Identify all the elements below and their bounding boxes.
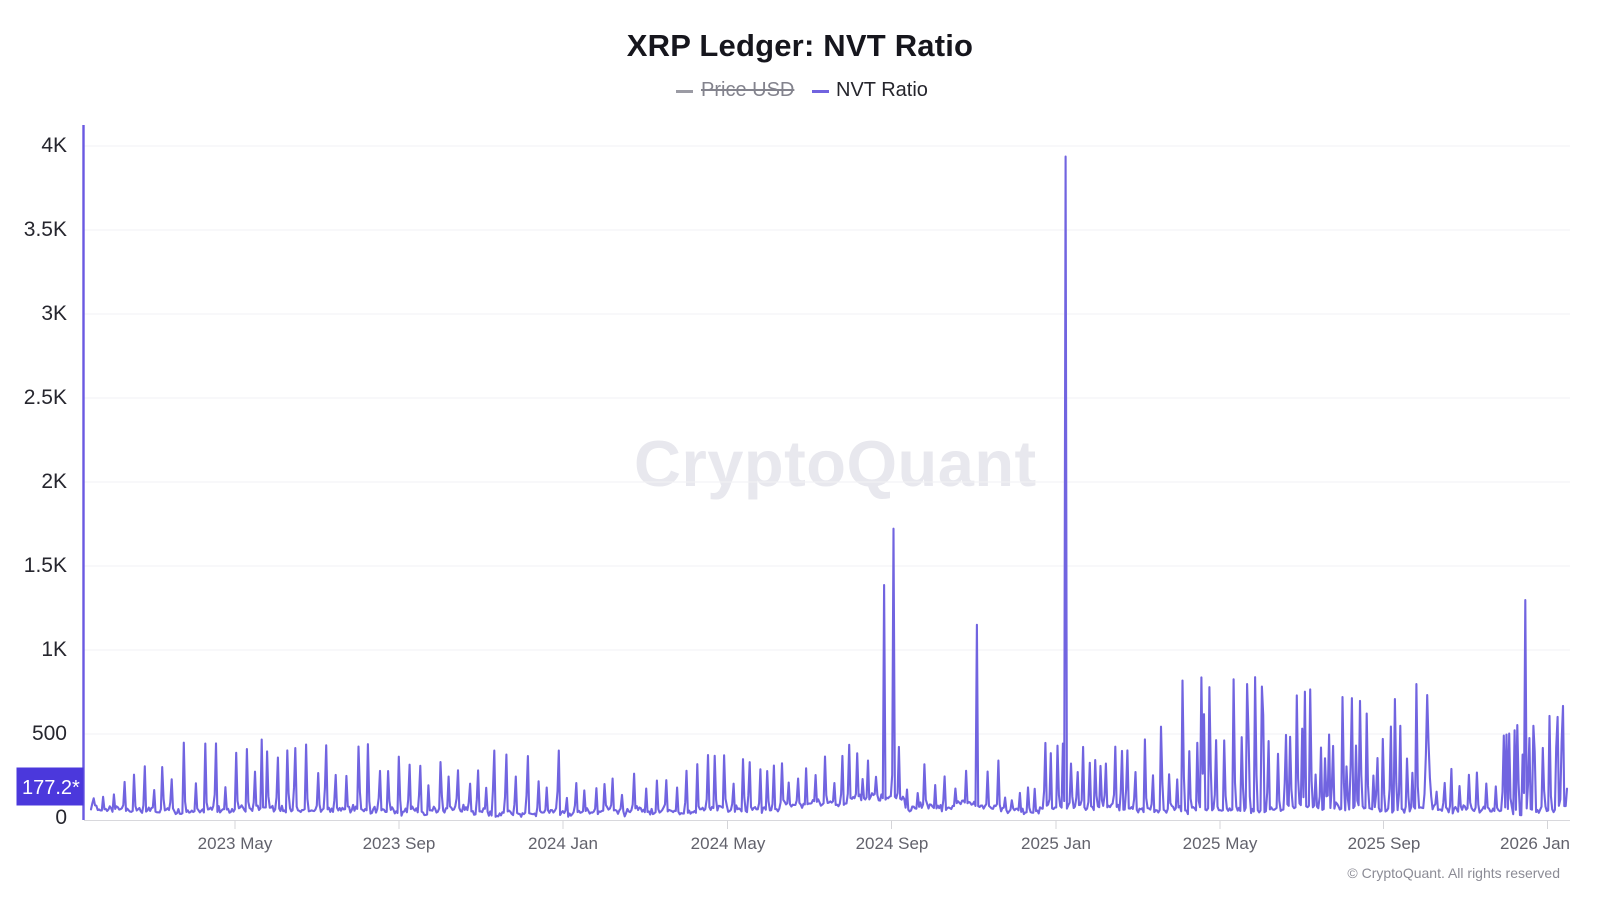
svg-text:177.2*: 177.2* (22, 777, 80, 799)
